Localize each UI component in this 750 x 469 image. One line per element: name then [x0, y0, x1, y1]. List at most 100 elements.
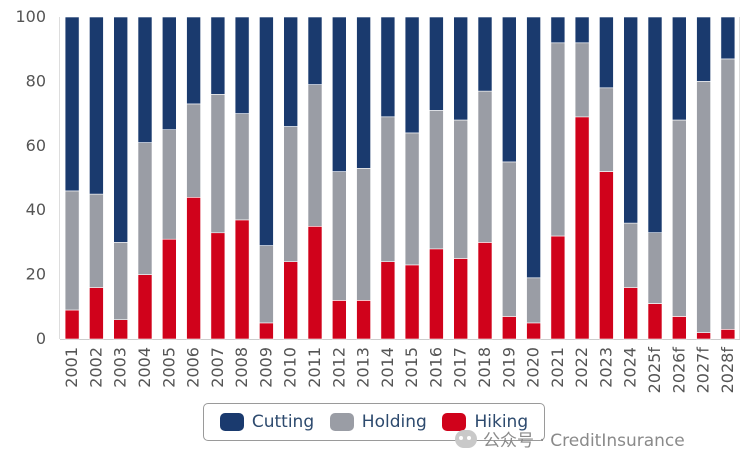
bar-holding-2021[interactable] — [550, 42, 566, 237]
bar-cutting-2024[interactable] — [623, 16, 639, 224]
bar-cutting-2016[interactable] — [429, 16, 444, 111]
bar-hiking-2023[interactable] — [599, 171, 614, 340]
bar-hiking-2020[interactable] — [526, 322, 541, 340]
bar-hiking-2004[interactable] — [137, 274, 153, 340]
bar-cutting-2019[interactable] — [501, 16, 517, 163]
bar-cutting-2005[interactable] — [162, 16, 177, 130]
legend-item-cutting[interactable]: Cutting — [219, 412, 314, 432]
bar-cutting-2025f[interactable] — [647, 16, 663, 233]
bar-hiking-2026f[interactable] — [671, 316, 687, 340]
bars — [64, 16, 736, 340]
bar-holding-2023[interactable] — [599, 87, 614, 172]
bar-holding-2013[interactable] — [356, 168, 371, 301]
legend-item-hiking[interactable]: Hiking — [442, 412, 528, 432]
bar-cutting-2018[interactable] — [477, 16, 493, 92]
bar-holding-2002[interactable] — [89, 193, 104, 288]
bar-holding-2004[interactable] — [137, 142, 153, 275]
bar-cutting-2002[interactable] — [89, 16, 104, 195]
bar-hiking-2012[interactable] — [331, 300, 347, 340]
bar-cutting-2022[interactable] — [574, 16, 590, 44]
bar-cutting-2008[interactable] — [234, 16, 250, 114]
bar-hiking-2001[interactable] — [64, 309, 80, 340]
bar-holding-2028f[interactable] — [720, 58, 736, 330]
bar-holding-2008[interactable] — [234, 113, 250, 221]
bar-holding-2022[interactable] — [574, 42, 590, 118]
bar-hiking-2015[interactable] — [404, 264, 420, 340]
x-tick-label-2012: 2012 — [329, 347, 348, 388]
bar-cutting-2013[interactable] — [356, 16, 371, 169]
bar-holding-2020[interactable] — [526, 277, 541, 324]
bar-cutting-2009[interactable] — [259, 16, 274, 246]
bar-hiking-2017[interactable] — [453, 258, 469, 340]
x-tick-label-2006: 2006 — [184, 347, 203, 388]
y-tick-label-80: 80 — [26, 71, 46, 90]
bar-holding-2019[interactable] — [501, 161, 517, 317]
bar-hiking-2021[interactable] — [550, 235, 566, 340]
legend-item-holding[interactable]: Holding — [329, 412, 427, 432]
bar-hiking-2027f[interactable] — [696, 332, 711, 340]
bar-cutting-2020[interactable] — [526, 16, 541, 279]
bar-hiking-2016[interactable] — [429, 248, 444, 340]
y-tick-label-20: 20 — [26, 265, 46, 284]
bar-holding-2027f[interactable] — [696, 81, 711, 333]
x-tick-label-2025f: 2025f — [645, 347, 664, 394]
bar-holding-2018[interactable] — [477, 90, 493, 243]
bar-cutting-2026f[interactable] — [671, 16, 687, 121]
bar-holding-2025f[interactable] — [647, 232, 663, 304]
bar-hiking-2002[interactable] — [89, 287, 104, 340]
bar-holding-2010[interactable] — [283, 126, 299, 262]
x-tick-label-2014: 2014 — [378, 347, 397, 388]
bar-holding-2016[interactable] — [429, 110, 444, 250]
bar-cutting-2003[interactable] — [113, 16, 128, 243]
bar-hiking-2005[interactable] — [162, 238, 177, 340]
bar-cutting-2021[interactable] — [550, 16, 566, 44]
x-tick-label-2017: 2017 — [451, 347, 470, 388]
bar-cutting-2028f[interactable] — [720, 16, 736, 60]
bar-cutting-2011[interactable] — [307, 16, 323, 85]
bar-cutting-2014[interactable] — [380, 16, 396, 118]
bar-cutting-2015[interactable] — [404, 16, 420, 134]
bar-cutting-2007[interactable] — [210, 16, 226, 95]
bar-hiking-2022[interactable] — [574, 116, 590, 340]
bar-hiking-2008[interactable] — [234, 219, 250, 340]
bar-cutting-2006[interactable] — [186, 16, 201, 105]
bar-hiking-2014[interactable] — [380, 261, 396, 340]
bar-hiking-2003[interactable] — [113, 319, 128, 340]
bar-hiking-2028f[interactable] — [720, 328, 736, 340]
bar-hiking-2025f[interactable] — [647, 303, 663, 340]
bar-holding-2014[interactable] — [380, 116, 396, 262]
legend-label-holding: Holding — [361, 412, 427, 432]
bar-hiking-2011[interactable] — [307, 226, 323, 340]
bar-cutting-2001[interactable] — [64, 16, 80, 192]
bar-holding-2005[interactable] — [162, 129, 177, 240]
bar-holding-2017[interactable] — [453, 119, 469, 259]
bar-holding-2026f[interactable] — [671, 119, 687, 317]
bar-cutting-2017[interactable] — [453, 16, 469, 121]
bar-holding-2012[interactable] — [331, 171, 347, 301]
bar-holding-2001[interactable] — [64, 190, 80, 311]
x-tick-label-2021: 2021 — [548, 347, 567, 388]
x-tick-label-2004: 2004 — [135, 347, 154, 388]
bar-hiking-2010[interactable] — [283, 261, 299, 340]
bar-holding-2006[interactable] — [186, 103, 201, 198]
bar-holding-2024[interactable] — [623, 222, 639, 288]
bar-cutting-2027f[interactable] — [696, 16, 711, 82]
bar-hiking-2006[interactable] — [186, 197, 201, 340]
bar-cutting-2004[interactable] — [137, 16, 153, 143]
bar-hiking-2009[interactable] — [259, 322, 274, 340]
bar-hiking-2019[interactable] — [501, 316, 517, 340]
bar-holding-2003[interactable] — [113, 242, 128, 320]
bar-holding-2015[interactable] — [404, 132, 420, 266]
bar-holding-2007[interactable] — [210, 94, 226, 234]
bar-cutting-2012[interactable] — [331, 16, 347, 172]
bar-holding-2009[interactable] — [259, 245, 274, 324]
y-tick-label-0: 0 — [36, 329, 46, 348]
bar-hiking-2007[interactable] — [210, 232, 226, 340]
x-tick-label-2008: 2008 — [232, 347, 251, 388]
bar-holding-2011[interactable] — [307, 84, 323, 227]
bar-hiking-2013[interactable] — [356, 300, 371, 340]
bar-hiking-2024[interactable] — [623, 287, 639, 340]
bar-hiking-2018[interactable] — [477, 242, 493, 340]
bar-cutting-2023[interactable] — [599, 16, 614, 89]
bar-cutting-2010[interactable] — [283, 16, 299, 127]
